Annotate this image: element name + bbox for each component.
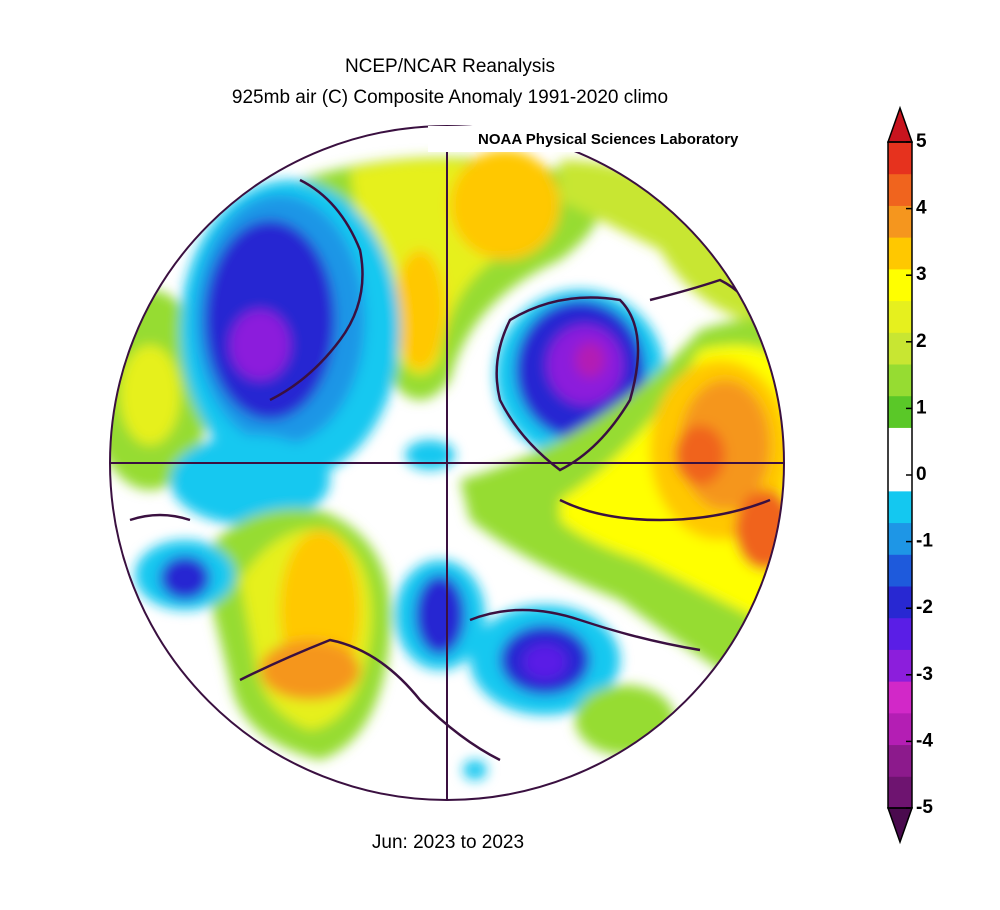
colorbar-bin	[888, 237, 912, 270]
colorbar-tick-label: 0	[916, 464, 927, 485]
colorbar-over	[886, 105, 914, 143]
anomaly-field	[110, 126, 784, 800]
colorbar-under	[886, 807, 914, 845]
colorbar-bin	[888, 142, 912, 175]
colorbar-tick-label: -4	[916, 730, 933, 751]
colorbar-tick-label: -3	[916, 664, 933, 685]
colorbar-bin	[888, 173, 912, 206]
colorbar-bin	[888, 300, 912, 333]
colorbar-bin	[888, 681, 912, 714]
colorbar-bin	[888, 649, 912, 682]
colorbar-tick-label: -1	[916, 531, 933, 552]
colorbar-tick-label: 4	[916, 198, 927, 219]
subtitle: 925mb air (C) Composite Anomaly 1991-202…	[232, 87, 668, 108]
colorbar-bin	[888, 364, 912, 397]
colorbar-bin	[888, 205, 912, 238]
colorbar-bin	[888, 586, 912, 619]
colorbar-tick-label: 2	[916, 331, 927, 352]
colorbar-tick-label: 3	[916, 264, 927, 285]
colorbar-bin	[888, 776, 912, 809]
colorbar-bin	[888, 427, 912, 460]
colorbar-bin	[888, 395, 912, 428]
colorbar-bin	[888, 554, 912, 587]
title: NCEP/NCAR Reanalysis	[345, 56, 555, 77]
colorbar-bin	[888, 617, 912, 650]
colorbar-bin	[888, 522, 912, 555]
colorbar-bin	[888, 712, 912, 746]
period-label: Jun: 2023 to 2023	[372, 832, 524, 853]
colorbar-bin	[888, 744, 912, 777]
colorbar-tick-label: -2	[916, 597, 933, 618]
colorbar-bin	[888, 490, 912, 524]
credit: NOAA Physical Sciences Laboratory	[478, 131, 739, 148]
colorbar-tick-label: 5	[916, 131, 927, 152]
credit-box	[428, 126, 788, 152]
colorbar-tick-label: -5	[916, 797, 933, 818]
colorbar-tick-label: 1	[916, 397, 927, 418]
colorbar-bin	[888, 268, 912, 302]
colorbar: -5 -4 -3 -2 -1 0 1 2 3 4 5	[886, 105, 933, 845]
colorbar-bin	[888, 332, 912, 365]
